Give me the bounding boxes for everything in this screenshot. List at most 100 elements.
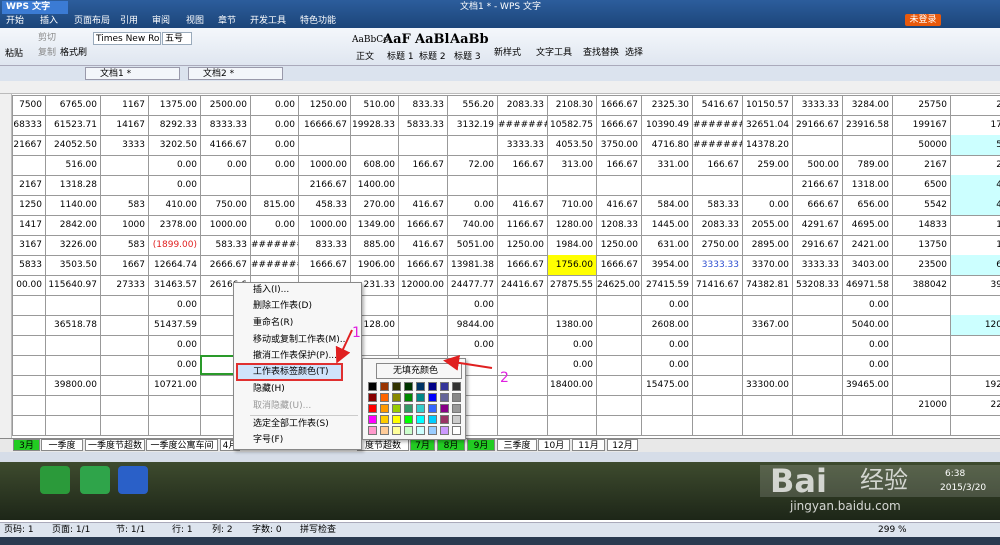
sheet-tab[interactable]: 一季度节超数 (85, 439, 145, 451)
color-swatch[interactable] (452, 393, 461, 402)
color-swatch[interactable] (368, 415, 377, 424)
color-swatch[interactable] (452, 415, 461, 424)
size-box[interactable]: 五号 (162, 32, 192, 45)
color-swatch[interactable] (440, 426, 449, 435)
taskbar-icon[interactable] (80, 466, 110, 494)
sheet-tab[interactable]: 三季度 (497, 439, 537, 451)
color-swatch[interactable] (416, 393, 425, 402)
app-button[interactable]: WPS 文字 (2, 1, 68, 14)
color-swatch[interactable] (452, 426, 461, 435)
color-swatch[interactable] (380, 393, 389, 402)
cut[interactable]: 剪切 (38, 33, 57, 43)
color-swatch[interactable] (416, 426, 425, 435)
context-menu-item[interactable]: 取消隐藏(U)... (253, 401, 312, 411)
format-painter[interactable]: 格式刷 (60, 48, 88, 58)
color-swatch[interactable] (428, 393, 437, 402)
find-replace[interactable]: 查找替换 (583, 48, 620, 58)
no-fill[interactable]: 无填充颜色 (376, 363, 462, 379)
style-sample[interactable]: AaBl (415, 32, 450, 47)
color-swatch[interactable] (380, 404, 389, 413)
cell: 25750 (892, 95, 950, 115)
sheet-tab[interactable]: 10月 (538, 439, 570, 451)
color-swatch[interactable] (368, 393, 377, 402)
copy[interactable]: 复制 (38, 48, 57, 58)
menu-tab[interactable]: 引用 (120, 16, 139, 26)
color-swatch[interactable] (440, 393, 449, 402)
sheet-tab[interactable]: 8月 (437, 439, 465, 451)
text-tools[interactable]: 文字工具 (536, 48, 573, 58)
view-bar (0, 452, 1000, 462)
style-sample[interactable]: AaF (383, 32, 411, 47)
color-swatch[interactable] (428, 404, 437, 413)
color-swatch[interactable] (392, 415, 401, 424)
menu-tab[interactable]: 章节 (218, 16, 237, 26)
color-swatch[interactable] (380, 426, 389, 435)
doc-tab[interactable]: 文档2 * (188, 67, 283, 80)
taskbar-icon[interactable] (118, 466, 148, 494)
taskbar (0, 462, 1000, 520)
cell: 2166.67 (792, 175, 842, 195)
color-swatch[interactable] (416, 404, 425, 413)
style-sample[interactable]: AaBb (450, 32, 489, 47)
sheet-tab[interactable]: 12月 (607, 439, 638, 451)
color-swatch[interactable] (404, 393, 413, 402)
context-menu-item[interactable]: 撤消工作表保护(P)... (253, 351, 338, 361)
color-swatch[interactable] (452, 404, 461, 413)
cell: 1666.67 (596, 115, 641, 135)
context-menu-item[interactable]: 删除工作表(D) (253, 301, 312, 311)
context-menu-item[interactable]: 选定全部工作表(S) (253, 419, 329, 429)
sheet-tab[interactable]: 一季度 (41, 439, 83, 451)
color-swatch[interactable] (440, 415, 449, 424)
color-swatch[interactable] (428, 415, 437, 424)
color-swatch[interactable] (440, 382, 449, 391)
menu-tab[interactable]: 特色功能 (300, 16, 337, 26)
sheet-tab[interactable]: 7月 (410, 439, 435, 451)
color-swatch[interactable] (380, 382, 389, 391)
color-swatch[interactable] (404, 415, 413, 424)
login-button[interactable]: 未登录 (905, 14, 941, 26)
menu-tab[interactable]: 页面布局 (74, 16, 111, 26)
context-menu-item[interactable]: 重命名(R) (253, 318, 294, 328)
sheet-tab[interactable]: 一季度公寓车间 (146, 439, 218, 451)
color-swatch[interactable] (452, 382, 461, 391)
font-box[interactable]: Times New Ro (93, 32, 161, 45)
menu-tab[interactable]: 审阅 (152, 16, 171, 26)
color-swatch[interactable] (368, 382, 377, 391)
color-swatch[interactable] (392, 426, 401, 435)
color-swatch[interactable] (440, 404, 449, 413)
color-swatch[interactable] (404, 404, 413, 413)
color-swatch[interactable] (368, 404, 377, 413)
menu-tab[interactable]: 开始 (6, 16, 25, 26)
color-swatch[interactable] (392, 393, 401, 402)
context-menu-item[interactable]: 字号(F) (253, 435, 284, 445)
sheet-tab[interactable]: 9月 (467, 439, 495, 451)
select[interactable]: 选择 (625, 48, 644, 58)
paste[interactable]: 粘贴 (5, 49, 24, 59)
sheet-tab[interactable]: 度节超数 (357, 439, 409, 451)
context-menu-item[interactable]: 移动或复制工作表(M)... (253, 335, 349, 345)
context-menu-item[interactable]: 插入(I)... (253, 285, 290, 295)
cell (398, 315, 447, 335)
taskbar-icon[interactable] (40, 466, 70, 494)
cell: 583 (100, 195, 148, 215)
color-swatch[interactable] (428, 426, 437, 435)
menu-tab[interactable]: 视图 (186, 16, 205, 26)
new-style[interactable]: 新样式 (494, 48, 522, 58)
color-swatch[interactable] (368, 426, 377, 435)
color-swatch[interactable] (416, 382, 425, 391)
sheet-tab[interactable]: 11月 (572, 439, 605, 451)
menu-tab[interactable]: 插入 (40, 16, 59, 26)
doc-tab[interactable]: 文档1 * (85, 67, 180, 80)
context-menu-item[interactable]: 隐藏(H) (253, 384, 285, 394)
color-swatch[interactable] (416, 415, 425, 424)
style-sample[interactable]: AaBbCc (352, 35, 389, 45)
menu-tab[interactable]: 开发工具 (250, 16, 287, 26)
context-menu-item[interactable]: 工作表标签颜色(T) (253, 367, 329, 377)
color-swatch[interactable] (428, 382, 437, 391)
color-swatch[interactable] (404, 426, 413, 435)
color-swatch[interactable] (392, 382, 401, 391)
color-swatch[interactable] (392, 404, 401, 413)
color-swatch[interactable] (380, 415, 389, 424)
color-swatch[interactable] (404, 382, 413, 391)
sheet-tab[interactable]: 3月 (13, 439, 40, 451)
